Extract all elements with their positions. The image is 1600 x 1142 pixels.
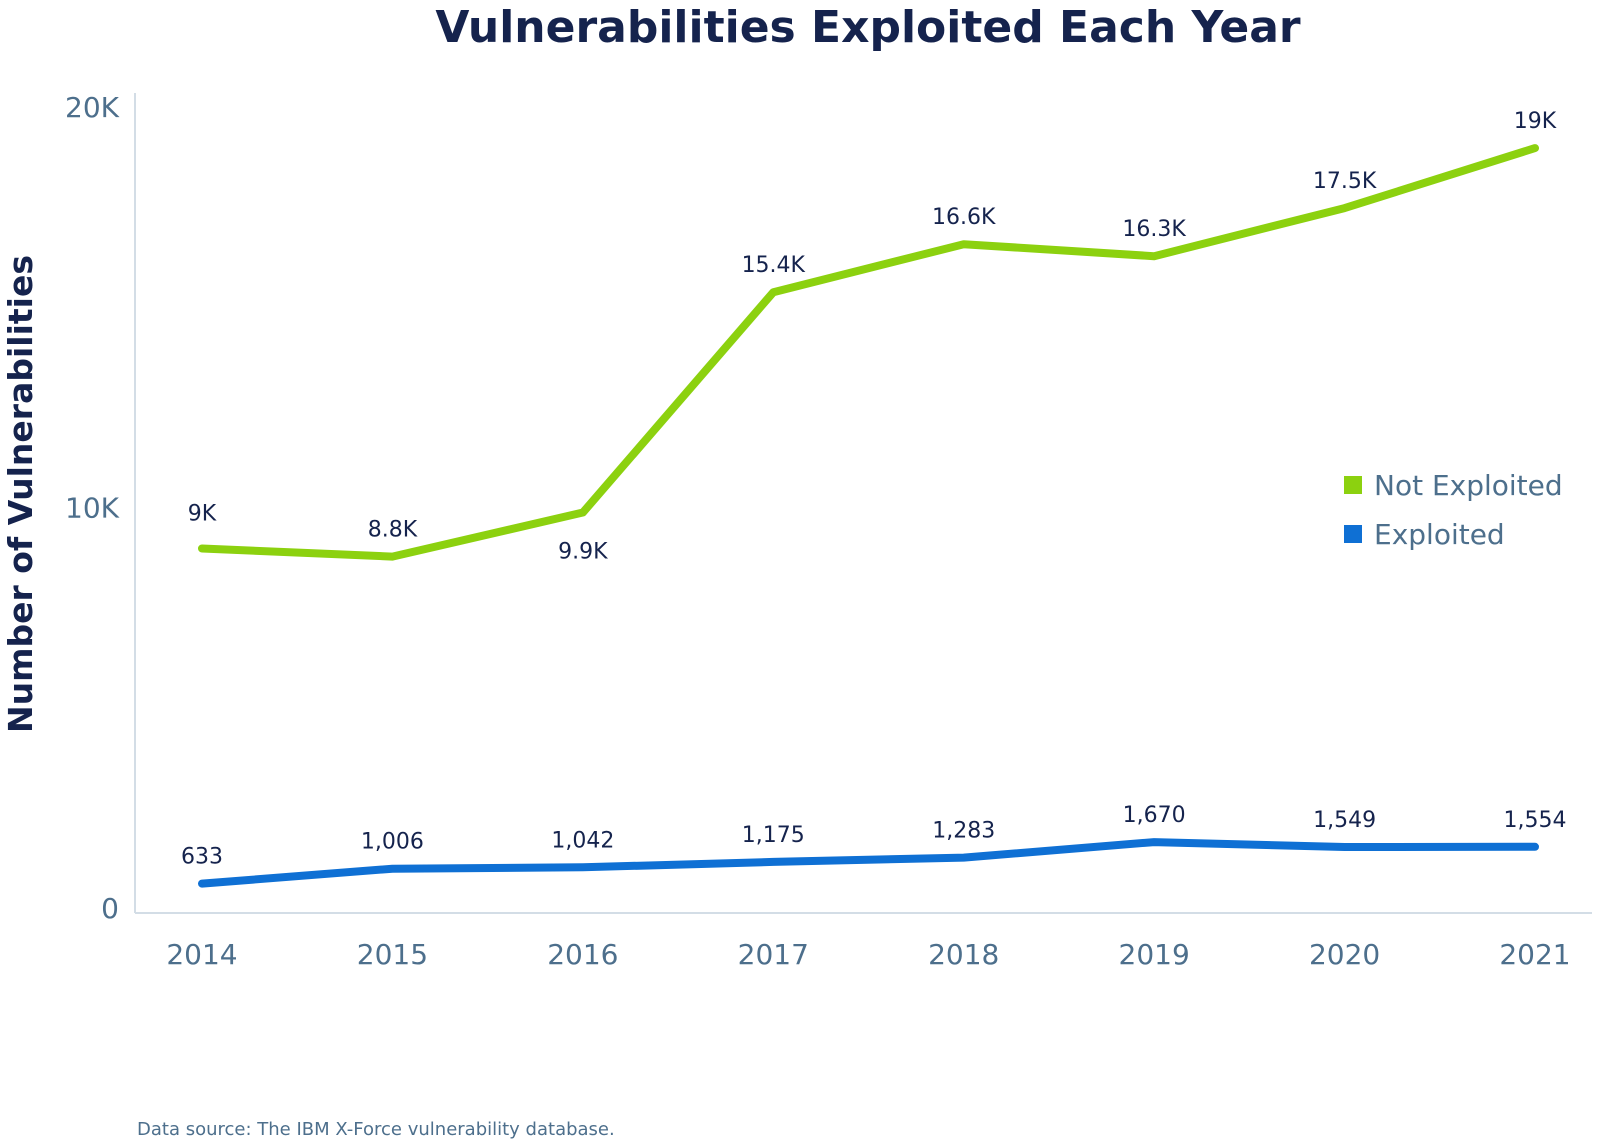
data-label-exploited: 1,175 <box>742 823 805 848</box>
data-label-not-exploited: 8.8K <box>368 518 418 543</box>
data-source-note: Data source: The IBM X-Force vulnerabili… <box>137 1119 615 1140</box>
y-tick-label: 0 <box>101 892 119 925</box>
data-label-exploited: 1,554 <box>1504 808 1567 833</box>
data-label-not-exploited: 9K <box>188 502 217 527</box>
legend-label-not-exploited: Not Exploited <box>1374 469 1563 502</box>
x-tick-labels: 2014 2015 2016 2017 2018 2019 2020 2021 <box>166 938 1570 971</box>
data-label-exploited: 1,670 <box>1123 803 1186 828</box>
series-lines <box>198 144 1539 888</box>
legend-swatch-not-exploited <box>1344 476 1362 494</box>
x-tick-label: 2015 <box>357 938 428 971</box>
x-tick-label: 2021 <box>1499 938 1570 971</box>
x-tick-label: 2016 <box>547 938 618 971</box>
data-label-exploited: 633 <box>181 845 223 870</box>
legend-label-exploited: Exploited <box>1374 518 1505 551</box>
y-tick-label: 20K <box>65 91 120 124</box>
data-label-exploited: 1,006 <box>361 830 424 855</box>
y-tick-labels: 0 10K 20K <box>65 91 120 925</box>
data-label-exploited: 1,283 <box>932 819 995 844</box>
data-labels: 9K 8.8K 9.9K 15.4K 16.6K 16.3K 17.5K 19K 633 1,00… <box>181 109 1566 870</box>
x-tick-label: 2020 <box>1309 938 1380 971</box>
data-label-exploited: 1,549 <box>1313 808 1376 833</box>
x-tick-label: 2014 <box>166 938 237 971</box>
legend-swatch-exploited <box>1344 525 1362 543</box>
data-label-not-exploited: 16.6K <box>932 205 996 230</box>
y-tick-label: 10K <box>65 492 120 525</box>
data-label-not-exploited: 17.5K <box>1313 169 1377 194</box>
series-line-not-exploited <box>198 144 1539 561</box>
x-tick-label: 2019 <box>1119 938 1190 971</box>
data-label-not-exploited: 9.9K <box>558 540 608 565</box>
legend: Not Exploited Exploited <box>1344 469 1563 551</box>
data-label-exploited: 1,042 <box>551 828 614 853</box>
data-label-not-exploited: 16.3K <box>1122 217 1186 242</box>
data-label-not-exploited: 15.4K <box>742 253 806 278</box>
x-tick-label: 2018 <box>928 938 999 971</box>
data-label-not-exploited: 19K <box>1514 109 1557 134</box>
y-axis-label: Number of Vulnerabilities <box>1 255 40 733</box>
x-tick-label: 2017 <box>738 938 809 971</box>
series-line-exploited <box>198 838 1539 888</box>
chart-title: Vulnerabilities Exploited Each Year <box>435 2 1300 53</box>
